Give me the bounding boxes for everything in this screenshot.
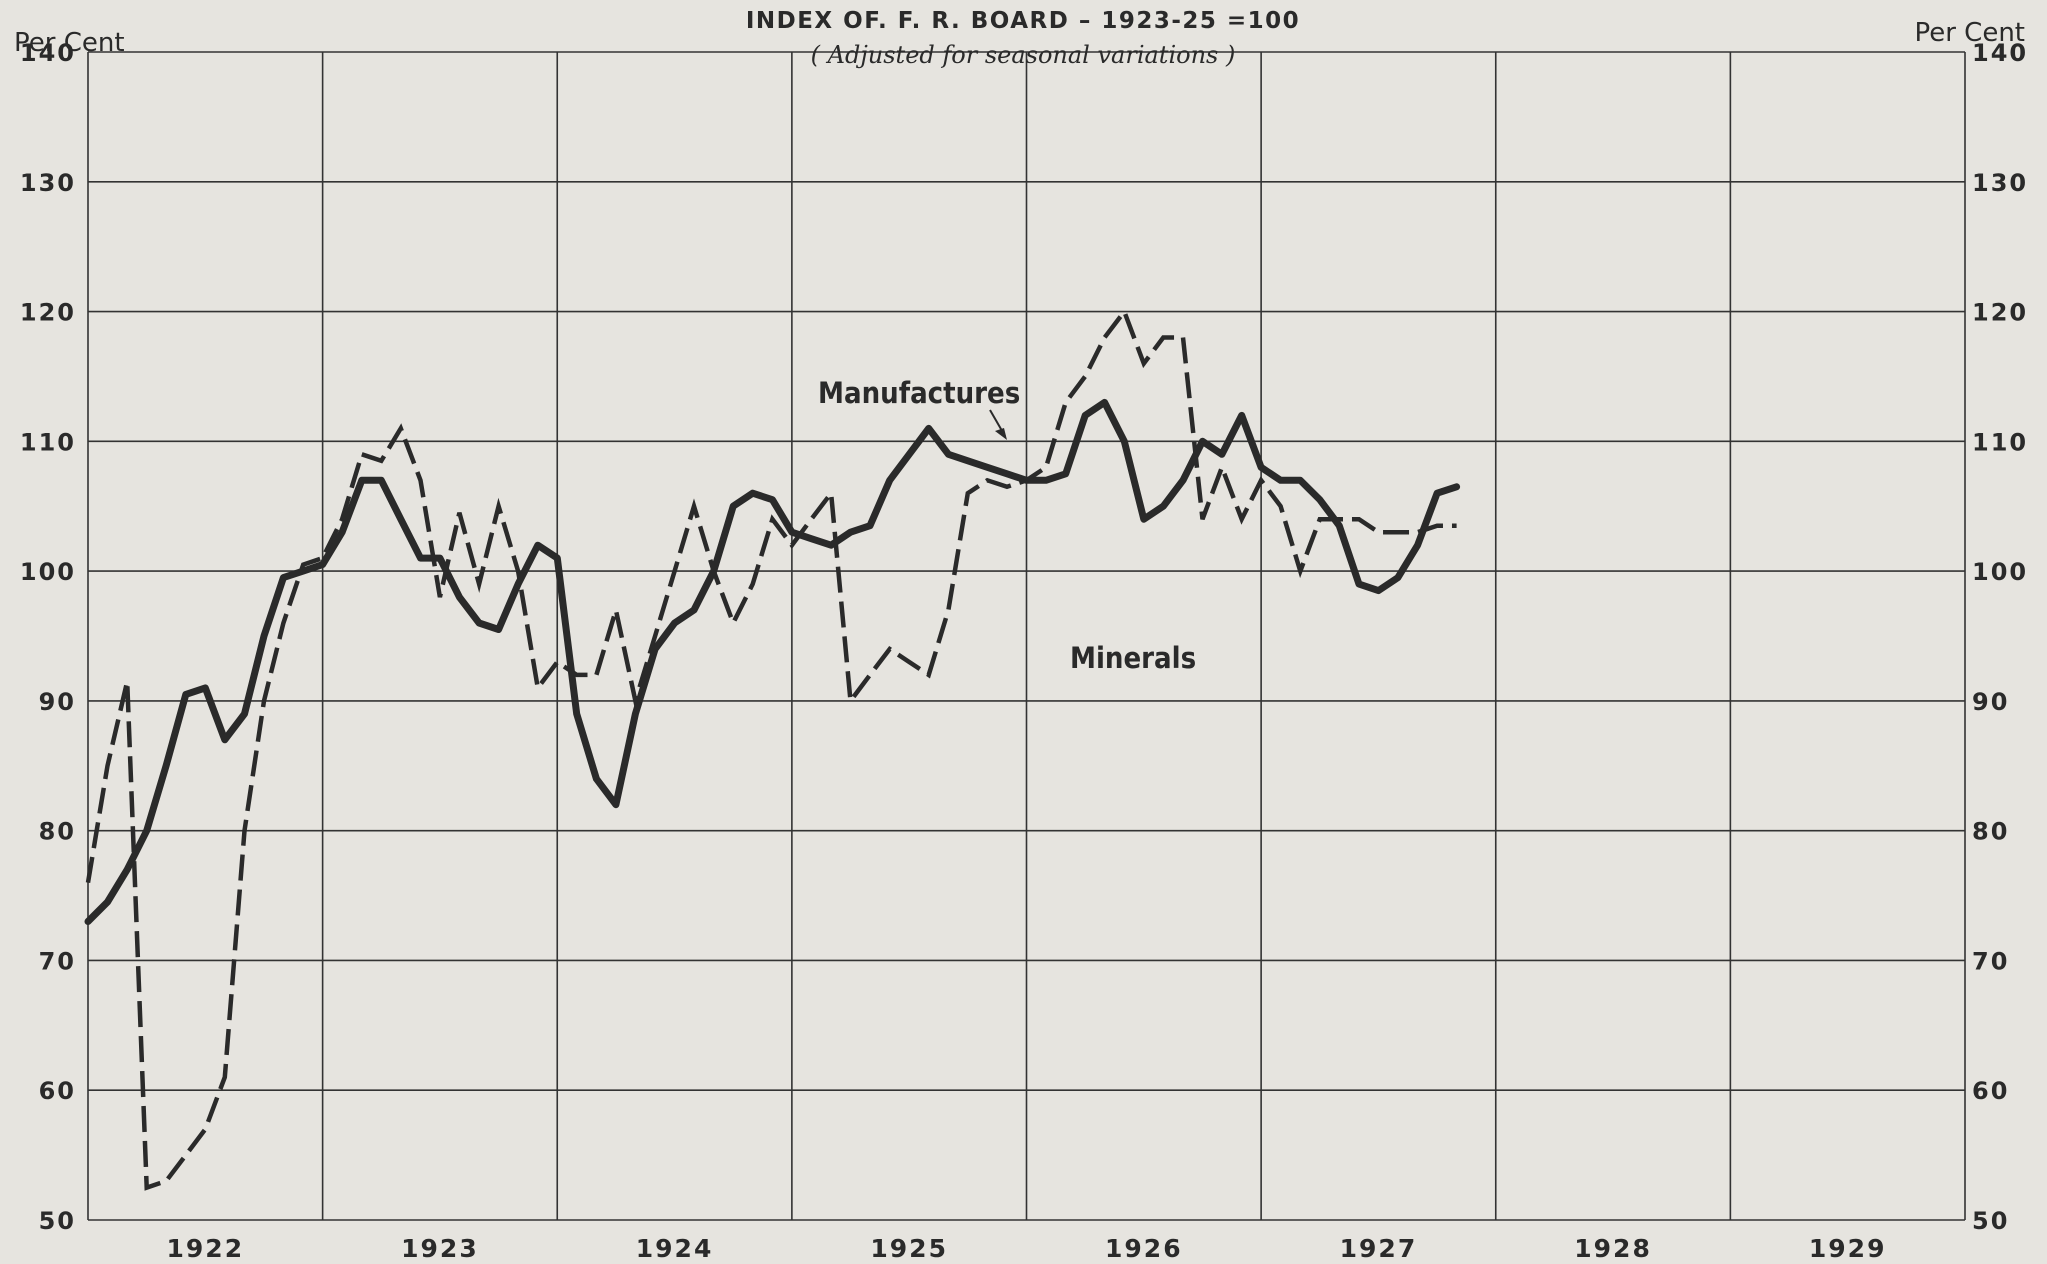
x-tick-label: 1925: [870, 1234, 948, 1263]
y-tick-label-left: 70: [39, 947, 76, 975]
manufactures-label-arrowhead: [995, 428, 1007, 440]
y-tick-label-right: 80: [1972, 818, 2009, 846]
y-tick-label-left: 80: [39, 818, 76, 846]
y-tick-label-left: 100: [20, 558, 76, 586]
y-tick-label-right: 120: [1972, 299, 2028, 327]
x-tick-label: 1926: [1105, 1234, 1183, 1263]
y-tick-label-right: 130: [1972, 169, 2028, 197]
y-tick-label-right: 90: [1972, 688, 2009, 716]
grid: [87, 51, 1966, 1221]
x-tick-label: 1928: [1574, 1234, 1652, 1263]
y-ticks-left: 50 60 70 80 90 100 110 120 130 140: [20, 39, 76, 1235]
y-ticks-right: 50 60 70 80 90 100 110 120 130 140: [1972, 39, 2028, 1235]
x-tick-label: 1927: [1340, 1234, 1418, 1263]
x-tick-label: 1923: [401, 1234, 479, 1263]
y-tick-label-right: 140: [1972, 39, 2028, 67]
y-tick-label-left: 90: [39, 688, 76, 716]
y-tick-label-left: 120: [20, 299, 76, 327]
y-tick-label-right: 110: [1972, 428, 2028, 456]
y-tick-label-right: 100: [1972, 558, 2028, 586]
y-tick-label-right: 60: [1972, 1077, 2009, 1105]
x-tick-labels: 1922 1923 1924 1925 1926 1927 1928 1929: [167, 1234, 1887, 1263]
y-tick-label-left: 50: [39, 1207, 76, 1235]
y-axis-unit-right: Per Cent: [1914, 18, 2025, 48]
x-tick-label: 1929: [1809, 1234, 1887, 1263]
y-axis-unit-left: Per Cent: [14, 28, 125, 58]
chart-subtitle: ( Adjusted for seasonal variations ): [811, 41, 1236, 69]
x-tick-label: 1924: [636, 1234, 714, 1263]
y-tick-label-right: 70: [1972, 947, 2009, 975]
annotation-minerals: Minerals: [1070, 641, 1196, 675]
chart-title: INDEX OF. F. R. BOARD – 1923-25 =100: [746, 8, 1300, 34]
y-tick-label-left: 60: [39, 1077, 76, 1105]
series-line-manufactures: [84, 398, 1461, 925]
series-layer: [84, 306, 1461, 1191]
series-line-minerals: [85, 306, 1457, 1191]
annotation-manufactures: Manufactures: [818, 376, 1020, 410]
y-tick-label-right: 50: [1972, 1207, 2009, 1235]
x-tick-label: 1922: [167, 1234, 245, 1263]
y-tick-label-left: 130: [20, 169, 76, 197]
y-tick-label-left: 140: [20, 39, 76, 67]
y-tick-label-left: 110: [20, 428, 76, 456]
